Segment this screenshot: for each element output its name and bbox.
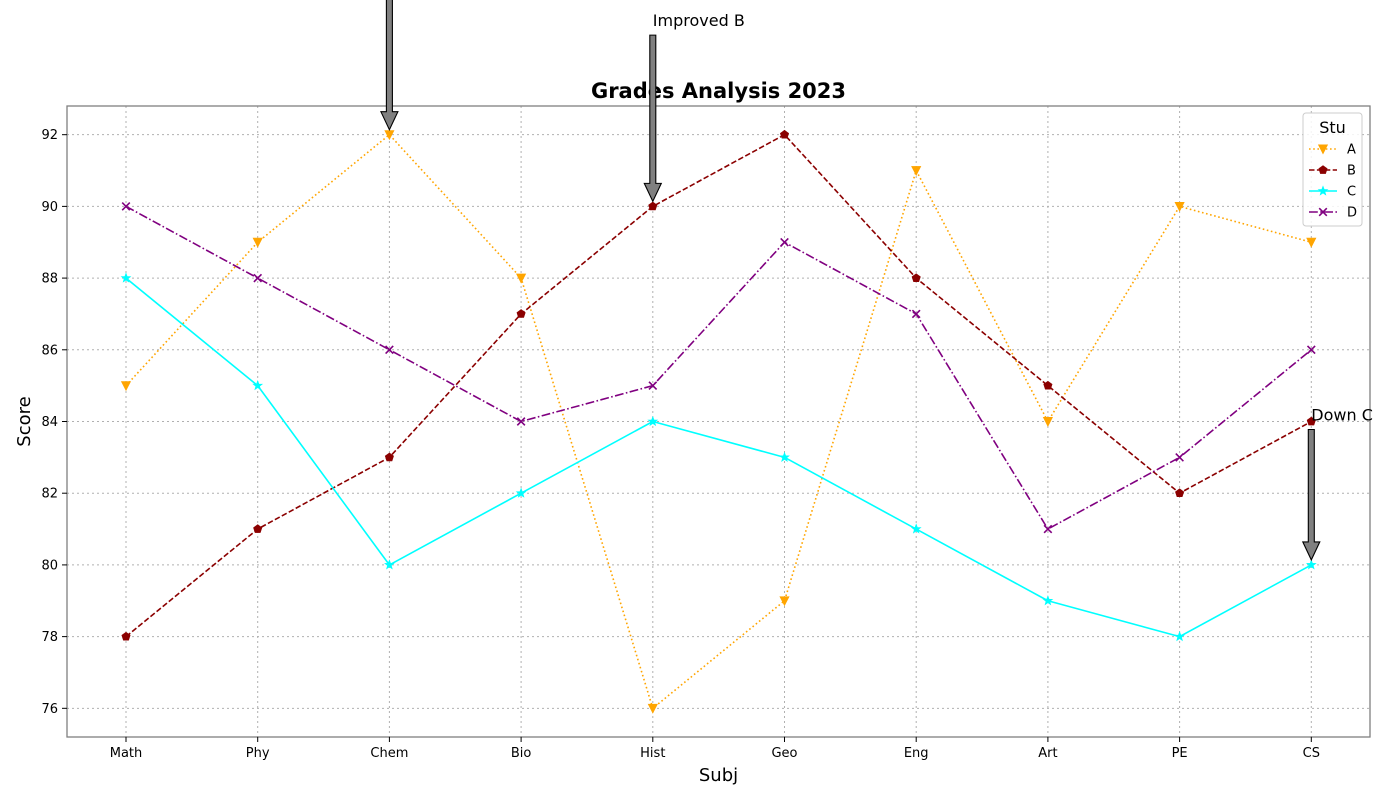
point-d-pe (1175, 452, 1184, 462)
legend-item-a[interactable]: A (1309, 143, 1356, 158)
y-axis-label: Score (14, 396, 35, 446)
point-d-hist (648, 381, 658, 391)
point-a-bio (516, 273, 527, 284)
grid (67, 106, 1370, 737)
x-tick-label-art: Art (1038, 746, 1057, 761)
point-a-cs (1306, 237, 1317, 248)
series-line-d (125, 205, 1312, 530)
point-b-art (1043, 380, 1053, 390)
x-tick-label-math: Math (110, 746, 143, 761)
series-b (121, 129, 1316, 641)
annotation-text: Down C (1311, 406, 1373, 425)
x-tick-label-pe: PE (1172, 746, 1188, 761)
legend-label: B (1347, 164, 1356, 179)
point-a-math (120, 381, 132, 392)
point-a-geo (779, 596, 790, 607)
legend-item-b[interactable]: B (1309, 164, 1356, 179)
point-d-chem (385, 345, 394, 355)
point-d-art (1043, 524, 1053, 534)
legend-marker (1317, 144, 1329, 155)
point-a-pe (1174, 201, 1185, 212)
series-line-b (125, 133, 1312, 638)
point-b-math (121, 631, 131, 641)
y-tick-label-78: 78 (41, 630, 58, 645)
point-d-phy (253, 273, 263, 283)
point-c-cs (1305, 559, 1317, 570)
y-tick-label-86: 86 (41, 343, 58, 358)
legend-label: C (1347, 185, 1356, 200)
y-tick-label-76: 76 (41, 702, 58, 717)
annotation-arrow (380, 0, 399, 131)
legend-marker (1318, 165, 1328, 174)
point-a-hist (647, 703, 658, 714)
point-c-pe (1174, 630, 1185, 642)
annotation-top-a: Top A (380, 0, 399, 131)
legend-box (1302, 112, 1363, 227)
point-c-hist (647, 415, 659, 427)
annotation-down-c: Down C (1301, 406, 1373, 562)
annotations: Top A Improved B Down C (380, 0, 1373, 562)
y-tick-label-90: 90 (41, 200, 58, 215)
series-d (121, 202, 1316, 534)
ticks: Math Phy Chem Bio Hist Geo Eng Art PE CS 76 78 80 82 8… (41, 128, 1320, 761)
point-b-bio (516, 309, 526, 318)
x-tick-label-geo: Geo (771, 746, 797, 761)
point-b-cs (1306, 416, 1316, 426)
series-layer (120, 129, 1317, 714)
y-tick-label-82: 82 (41, 487, 58, 502)
point-b-hist (648, 201, 658, 211)
point-b-phy (253, 524, 263, 533)
legend-item-c[interactable]: C (1309, 185, 1356, 200)
point-b-chem (384, 452, 394, 462)
point-d-math (121, 202, 131, 211)
y-tick-label-80: 80 (41, 558, 58, 573)
x-tick-label-cs: CS (1303, 746, 1320, 761)
y-tick-label-84: 84 (41, 415, 58, 430)
legend-label: A (1347, 143, 1356, 158)
point-c-eng (910, 523, 922, 534)
annotation-arrow (643, 34, 663, 203)
series-c (120, 272, 1317, 642)
annotation-arrow (1301, 428, 1321, 562)
point-b-eng (911, 273, 921, 282)
point-c-math (120, 272, 132, 283)
series-line-c (125, 277, 1312, 638)
point-d-geo (780, 237, 789, 247)
x-tick-label-chem: Chem (370, 746, 408, 761)
series-a (120, 130, 1317, 714)
legend-title: Stu (1319, 118, 1346, 137)
point-c-bio (515, 487, 527, 498)
chart-title: Grades Analysis 2023 (591, 79, 846, 103)
point-a-art (1042, 417, 1053, 427)
point-c-phy (252, 379, 264, 391)
y-tick-label-88: 88 (41, 272, 58, 287)
point-a-phy (252, 237, 263, 248)
annotation-text: Improved B (653, 11, 745, 30)
point-b-pe (1175, 488, 1185, 498)
point-c-chem (384, 559, 395, 570)
x-tick-label-hist: Hist (640, 746, 665, 761)
legend-item-d[interactable]: D (1309, 206, 1357, 221)
x-tick-label-phy: Phy (246, 746, 270, 761)
y-tick-label-92: 92 (41, 128, 58, 143)
point-d-eng (911, 309, 921, 319)
x-tick-label-eng: Eng (904, 746, 929, 761)
x-tick-label-bio: Bio (511, 746, 532, 761)
point-c-geo (779, 451, 790, 462)
annotation-improved-b: Improved B (643, 11, 745, 203)
point-d-cs (1306, 345, 1316, 355)
point-a-eng (911, 166, 922, 177)
point-c-art (1042, 595, 1054, 606)
legend-marker (1317, 185, 1329, 196)
legend-label: D (1347, 206, 1357, 221)
point-b-geo (779, 129, 790, 139)
legend-marker (1318, 207, 1328, 217)
point-d-bio (516, 417, 526, 426)
x-axis-label: Subj (699, 765, 738, 786)
